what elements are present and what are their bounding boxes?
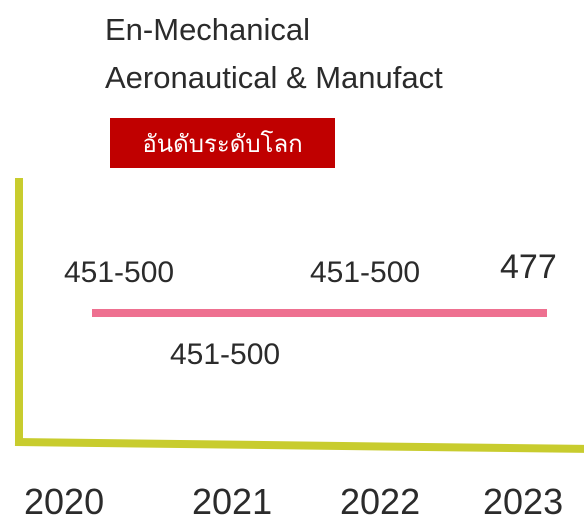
- year-label: 2023: [483, 481, 564, 515]
- rank-label: 477: [500, 248, 557, 286]
- badge: อันดับระดับโลก: [110, 118, 335, 168]
- rank-label: 451-500: [310, 256, 421, 289]
- title-line: Aeronautical & Manufact: [105, 60, 443, 95]
- rank-label: 451-500: [170, 338, 281, 371]
- year-label: 2021: [192, 481, 273, 515]
- horizontal-axis: [14, 438, 584, 453]
- year-label: 2020: [24, 481, 105, 515]
- title-line: En-Mechanical: [105, 12, 311, 47]
- rank-label: 451-500: [64, 256, 175, 289]
- year-label: 2022: [340, 481, 421, 515]
